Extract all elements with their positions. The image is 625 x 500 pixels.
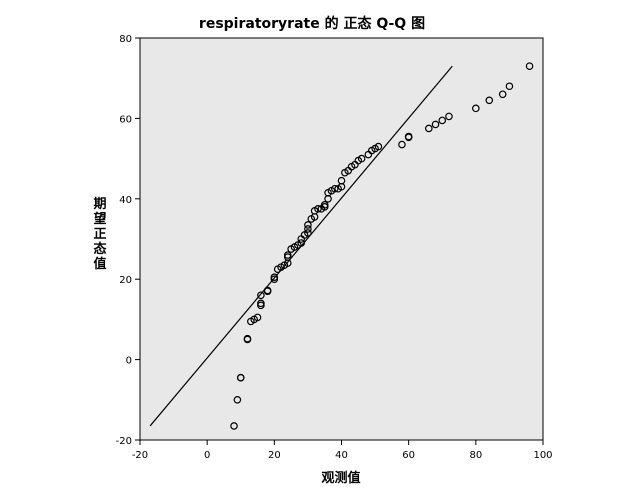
data-point	[438, 116, 447, 125]
data-point	[337, 176, 346, 185]
x-tick-label: 40	[335, 450, 348, 461]
y-axis-title-char: 正	[93, 227, 106, 242]
x-axis-title: 观测值	[321, 470, 360, 486]
data-point	[230, 422, 238, 430]
data-point	[472, 104, 480, 113]
data-point	[404, 133, 413, 142]
x-tick-label: 100	[533, 450, 552, 461]
data-point	[320, 201, 329, 209]
y-axis-title-char: 态	[93, 241, 106, 257]
data-point	[243, 334, 252, 343]
y-axis-title-char: 期	[93, 197, 106, 212]
y-tick-label: 0	[126, 356, 132, 367]
data-point	[263, 286, 272, 295]
x-tick-label: 60	[402, 450, 415, 461]
data-point	[485, 96, 494, 105]
data-point	[498, 90, 507, 99]
data-point	[297, 239, 306, 247]
data-point	[283, 251, 292, 259]
data-point	[257, 299, 265, 308]
data-point	[257, 291, 265, 300]
data-point	[445, 112, 453, 121]
x-tick-label: -20	[132, 450, 148, 461]
y-tick-label: 20	[119, 275, 132, 286]
y-tick-label: 60	[119, 114, 132, 125]
data-point	[374, 142, 383, 151]
data-point	[505, 82, 514, 91]
y-axis-title-char: 望	[93, 211, 106, 227]
x-tick-label: 0	[204, 450, 210, 461]
data-point	[236, 373, 245, 382]
x-tick-label: 80	[469, 450, 482, 461]
y-tick-label: -20	[116, 436, 132, 447]
plot-area	[139, 37, 544, 441]
x-tick-label: 20	[268, 450, 281, 461]
axis-ticks: -20 0 20 40 60 80 100 -20 0 20 40 60 80	[116, 34, 553, 461]
data-point	[304, 221, 312, 229]
data-point	[304, 229, 312, 237]
data-points	[230, 62, 534, 430]
data-point	[270, 273, 279, 281]
data-point	[314, 205, 322, 213]
data-point	[304, 225, 312, 233]
data-point	[431, 120, 440, 129]
data-point	[233, 395, 242, 404]
data-point	[398, 140, 406, 149]
data-point	[253, 313, 262, 322]
y-tick-label: 40	[119, 195, 132, 206]
y-tick-label: 80	[119, 34, 132, 45]
data-point	[425, 124, 433, 133]
chart-title: respiratoryrate 的 正态 Q-Q 图	[199, 15, 425, 32]
data-point	[357, 154, 366, 163]
y-axis-title-char: 值	[93, 256, 106, 272]
data-point	[525, 62, 534, 70]
data-point	[330, 184, 339, 193]
